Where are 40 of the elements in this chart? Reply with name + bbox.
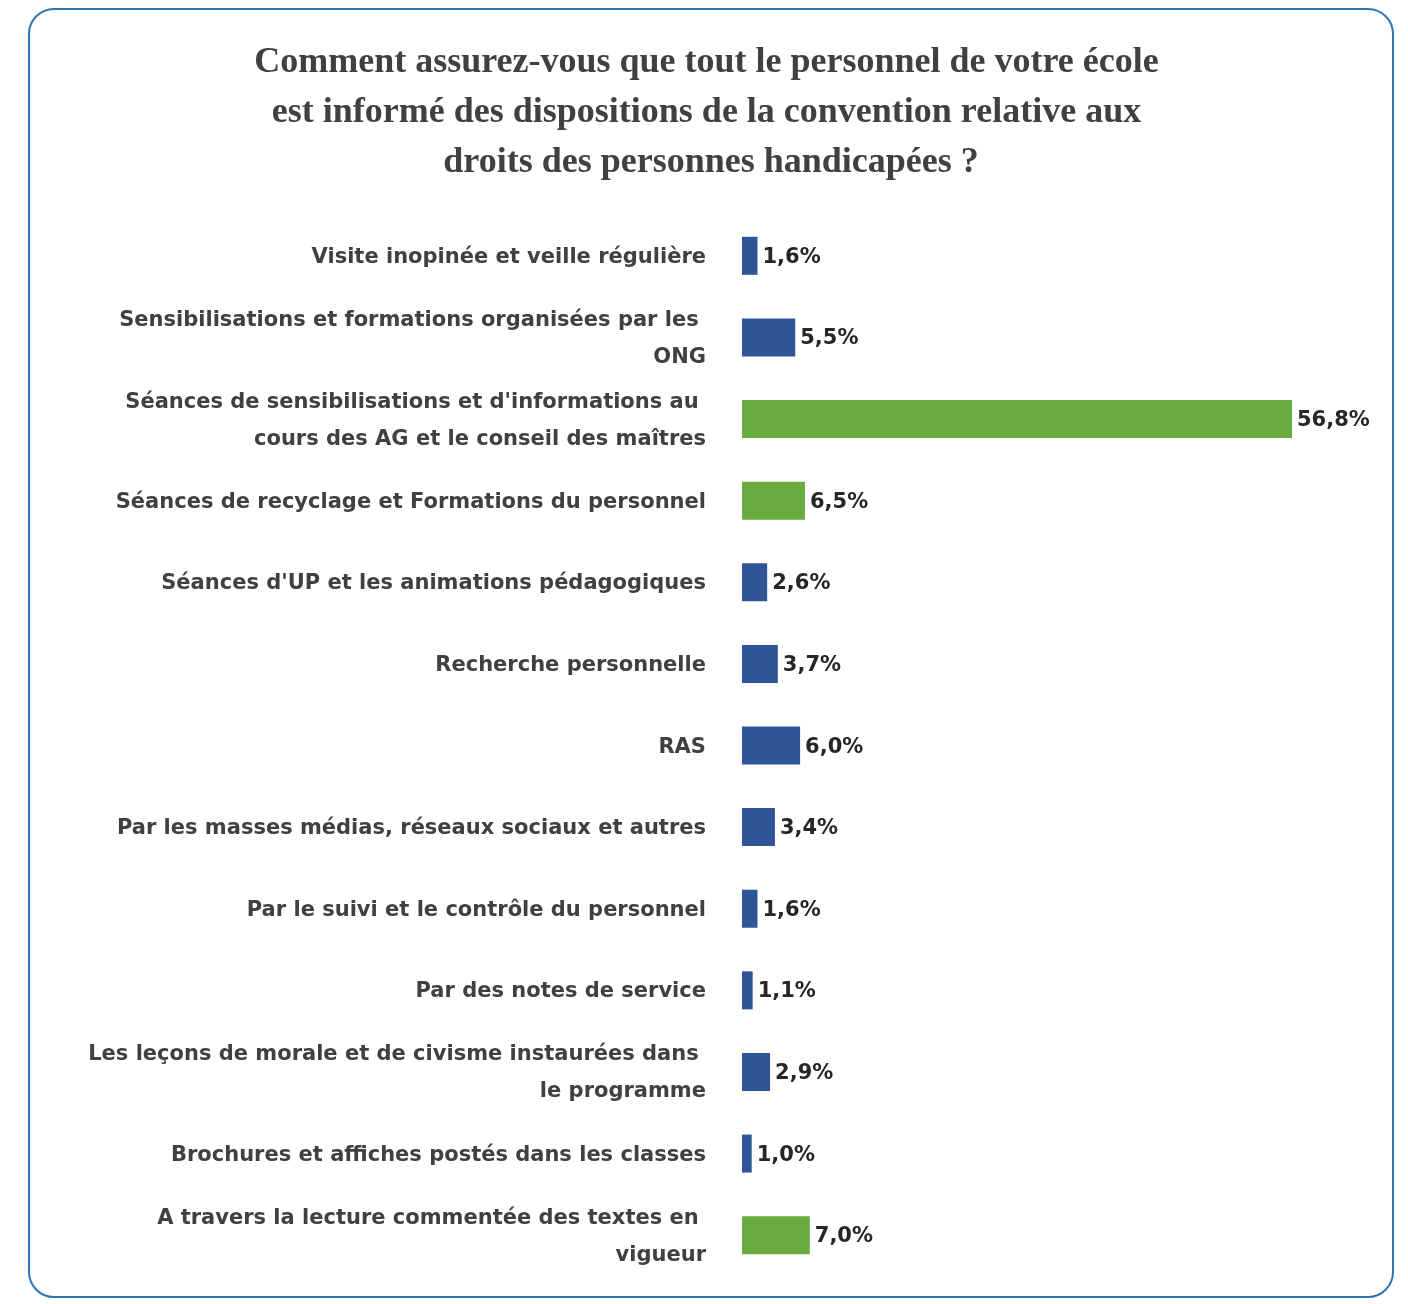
y-tick-label: A travers la lecture commentée des textes en vigueur bbox=[157, 1204, 707, 1266]
bar bbox=[742, 1216, 810, 1255]
y-tick-label: Brochures et affiches postés dans les classes bbox=[170, 1141, 706, 1166]
data-label: 1,6% bbox=[762, 243, 821, 268]
y-tick-label: Séances de sensibilisations et d'informations au cours des AG et le conseil des maîtres bbox=[125, 388, 706, 450]
data-label: 1,0% bbox=[756, 1141, 815, 1166]
data-label: 3,7% bbox=[782, 651, 842, 676]
y-tick-label: Par le suivi et le contrôle du personnel bbox=[246, 896, 706, 921]
data-label: 2,6% bbox=[772, 570, 831, 595]
bar bbox=[742, 236, 758, 275]
data-label: 5,5% bbox=[800, 325, 859, 350]
data-label: 6,0% bbox=[805, 733, 864, 758]
y-tick-label: Séances d'UP et les animations pédagogiques bbox=[161, 570, 706, 595]
bar bbox=[742, 1052, 771, 1091]
y-tick-label: Sensibilisations et formations organisées par les ONG bbox=[119, 306, 706, 368]
data-label: 1,6% bbox=[762, 896, 821, 921]
bar bbox=[742, 318, 796, 357]
data-label: 2,9% bbox=[775, 1059, 834, 1084]
bar bbox=[742, 1134, 752, 1173]
bar bbox=[742, 563, 768, 602]
y-tick-label: Séances de recyclage et Formations du personnel bbox=[115, 488, 706, 513]
data-label: 6,5% bbox=[809, 488, 869, 513]
bar bbox=[742, 971, 753, 1010]
bar bbox=[742, 889, 758, 928]
y-tick-label: Recherche personnelle bbox=[435, 651, 706, 676]
data-label: 1,1% bbox=[757, 978, 816, 1003]
bar bbox=[742, 726, 801, 765]
y-tick-label: Par les masses médias, réseaux sociaux et autres bbox=[116, 815, 706, 840]
bar bbox=[742, 481, 805, 520]
y-tick-label: Les leçons de morale et de civisme instaurées dans le programme bbox=[88, 1041, 706, 1103]
bar bbox=[742, 808, 775, 847]
data-label: 56,8% bbox=[1297, 407, 1370, 432]
bar bbox=[742, 400, 1292, 439]
chart-title: Comment assurez-vous que tout le personnel de votre école est informé des dispositions de la convention relative aux droits des personnes handicapées ? bbox=[254, 40, 1168, 180]
bar bbox=[742, 644, 778, 683]
y-tick-label: Par des notes de service bbox=[415, 978, 706, 1003]
data-label: 3,4% bbox=[779, 815, 839, 840]
y-tick-label: Visite inopinée et veille régulière bbox=[311, 243, 706, 268]
data-label: 7,0% bbox=[814, 1223, 874, 1248]
y-tick-label: RAS bbox=[658, 733, 706, 758]
